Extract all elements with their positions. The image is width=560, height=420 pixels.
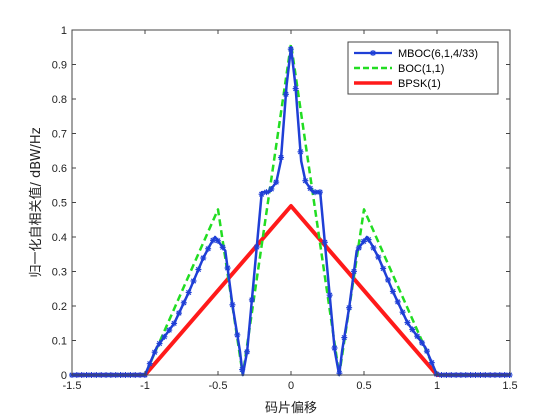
tick-layer: -1.5 -1 -0.5 0 0.5 1 1.5 0 0.1 0.2 0.3 0.4 0.5 0.6 0.7… [52, 25, 518, 392]
data-point-marker [282, 91, 289, 98]
data-point-marker [161, 333, 168, 340]
data-point-marker [321, 239, 328, 246]
y-tick-label: 0.5 [52, 198, 67, 210]
y-tick-label: 0.7 [52, 129, 67, 141]
data-point-marker [195, 266, 202, 273]
data-point-marker [389, 288, 396, 295]
y-tick-label: 0 [61, 370, 67, 382]
y-tick-label: 0.6 [52, 163, 67, 175]
data-point-marker [239, 366, 246, 373]
data-point-marker [365, 236, 372, 243]
y-tick-label: 0.9 [52, 60, 67, 72]
data-point-marker [428, 359, 435, 366]
data-point-marker [292, 85, 299, 92]
data-point-marker [248, 296, 255, 303]
legend-label: BOC(1,1) [398, 63, 444, 75]
data-point-marker [180, 299, 187, 306]
data-point-marker [185, 289, 192, 296]
legend-label: MBOC(6,1,4/33) [398, 48, 478, 60]
series-line-mboc-6-1-4-33- [72, 46, 510, 377]
data-point-marker [409, 326, 416, 333]
data-point-marker [205, 245, 212, 252]
legend: MBOC(6,1,4/33) BOC(1,1) BPSK(1) [347, 41, 499, 95]
series-line-boc-1-1- [72, 42, 510, 377]
data-point-marker [307, 185, 314, 192]
data-point-marker [404, 319, 411, 326]
data-point-marker [297, 148, 304, 155]
data-point-marker [350, 268, 357, 275]
data-point-marker [200, 255, 207, 262]
data-point-marker [171, 320, 178, 327]
x-tick-label: -0.5 [209, 380, 228, 392]
data-point-marker [346, 304, 353, 311]
data-point-marker [399, 309, 406, 316]
data-point-marker [360, 238, 367, 245]
data-point-marker [263, 189, 270, 196]
x-tick-label: -1.5 [63, 380, 82, 392]
x-tick-label: 1 [434, 380, 440, 392]
data-point-marker [234, 331, 241, 338]
y-tick-label: 1 [61, 25, 67, 37]
data-point-marker [380, 265, 387, 272]
data-point-marker [219, 244, 226, 251]
y-tick-label: 0.8 [52, 94, 67, 106]
data-point-marker [355, 244, 362, 251]
y-tick-label: 0.3 [52, 267, 67, 279]
legend-marker [370, 50, 376, 56]
data-point-marker [258, 191, 265, 198]
data-point-marker [253, 244, 260, 251]
data-point-marker [394, 298, 401, 305]
y-axis-label: 归一化自相关值/ dBW/Hz [28, 127, 44, 277]
data-point-marker [341, 334, 348, 341]
data-point-marker [375, 254, 382, 261]
mboc-markers [69, 46, 513, 378]
data-point-marker [302, 177, 309, 184]
data-point-marker [156, 340, 163, 347]
data-point-marker [273, 179, 280, 186]
data-point-marker [423, 348, 430, 355]
data-point-marker [244, 348, 251, 355]
y-tick-label: 0.4 [52, 232, 67, 244]
data-point-marker [316, 189, 323, 196]
data-point-marker [268, 185, 275, 192]
data-point-marker [175, 310, 182, 317]
data-point-marker [331, 344, 338, 351]
data-point-marker [278, 154, 285, 161]
data-point-marker [419, 339, 426, 346]
data-point-marker [385, 276, 392, 283]
data-point-marker [326, 292, 333, 299]
data-point-marker [190, 277, 197, 284]
x-tick-label: -1 [140, 380, 150, 392]
x-tick-label: 0.5 [356, 380, 371, 392]
x-tick-label: 1.5 [502, 380, 517, 392]
data-point-marker [414, 333, 421, 340]
y-tick-label: 0.1 [52, 336, 67, 348]
data-point-marker [224, 265, 231, 272]
y-tick-label: 0.2 [52, 301, 67, 313]
x-tick-label: 0 [288, 380, 294, 392]
data-point-marker [287, 46, 294, 53]
data-point-marker [214, 237, 221, 244]
series-line-bpsk-1- [72, 204, 510, 377]
data-point-marker [229, 301, 236, 308]
data-point-marker [151, 349, 158, 356]
x-axis-label: 码片偏移 [265, 401, 317, 416]
data-point-marker [370, 244, 377, 251]
legend-label: BPSK(1) [398, 78, 441, 90]
data-point-marker [166, 327, 173, 334]
data-point-marker [146, 360, 153, 367]
